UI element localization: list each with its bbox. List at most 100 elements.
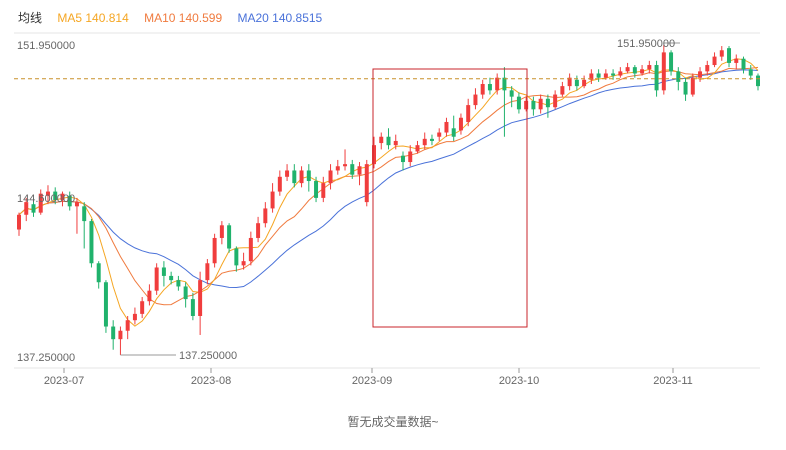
candle bbox=[198, 271, 203, 335]
candle bbox=[451, 115, 456, 141]
candle-body bbox=[574, 79, 579, 87]
candle bbox=[582, 75, 587, 89]
candle bbox=[553, 90, 558, 110]
candle-body bbox=[531, 100, 536, 110]
candle-body bbox=[321, 183, 326, 198]
candle-body bbox=[473, 94, 478, 106]
candle bbox=[45, 185, 50, 205]
candle-body bbox=[306, 170, 311, 182]
candle-body bbox=[589, 73, 594, 80]
candle-body bbox=[632, 67, 637, 74]
candle-body bbox=[212, 237, 217, 264]
candle bbox=[111, 320, 116, 350]
candle-body bbox=[647, 65, 652, 70]
legend-ma20[interactable]: MA20 140.8515 bbox=[237, 11, 323, 25]
candle-body bbox=[45, 191, 50, 196]
candle bbox=[343, 149, 348, 171]
candle bbox=[277, 170, 282, 196]
candle bbox=[444, 117, 449, 137]
candle-body bbox=[270, 191, 275, 209]
ma20-line bbox=[18, 69, 759, 289]
candle-body bbox=[451, 128, 456, 137]
candle-body bbox=[292, 170, 297, 184]
candle bbox=[103, 280, 108, 333]
candle-body bbox=[683, 81, 688, 95]
legend-title: 均线 bbox=[18, 11, 43, 25]
candle-body bbox=[169, 275, 174, 281]
candle bbox=[545, 94, 550, 118]
candle-body bbox=[89, 221, 94, 264]
candle bbox=[82, 202, 87, 249]
candle-body bbox=[364, 164, 369, 203]
candle bbox=[183, 282, 188, 308]
candle-body bbox=[379, 136, 384, 144]
candle bbox=[705, 60, 710, 76]
candle bbox=[741, 56, 746, 74]
candle-body bbox=[205, 263, 210, 281]
candle-body bbox=[328, 170, 333, 184]
x-axis: 2023-07 2023-08 2023-09 2023-10 2023-11 bbox=[44, 368, 693, 387]
candle-body bbox=[67, 195, 72, 207]
candle-body bbox=[719, 50, 724, 57]
candle bbox=[734, 54, 739, 70]
candle bbox=[125, 315, 130, 340]
candle bbox=[676, 67, 681, 91]
legend-ma10[interactable]: MA10 140.599 bbox=[144, 11, 223, 25]
candle-body bbox=[60, 193, 65, 200]
x-tick-label: 2023-07 bbox=[44, 375, 84, 387]
candle bbox=[212, 233, 217, 268]
candle bbox=[24, 197, 29, 222]
candle-body bbox=[437, 132, 442, 137]
candle-body bbox=[545, 98, 550, 108]
candle-body bbox=[640, 69, 645, 74]
candle bbox=[96, 261, 101, 289]
candle-body bbox=[661, 52, 666, 91]
candle-body bbox=[96, 263, 101, 283]
candle bbox=[589, 69, 594, 85]
candle-body bbox=[444, 121, 449, 133]
candle bbox=[241, 252, 246, 270]
candle-body bbox=[516, 96, 521, 110]
candle-body bbox=[386, 136, 391, 146]
candle-body bbox=[538, 98, 543, 110]
candle-body bbox=[53, 191, 58, 200]
candle-body bbox=[38, 193, 43, 213]
candle bbox=[487, 77, 492, 95]
candle-body bbox=[277, 176, 282, 192]
candle bbox=[314, 176, 319, 203]
candle-body bbox=[74, 202, 79, 207]
candle-body bbox=[712, 56, 717, 66]
candle bbox=[654, 60, 659, 97]
candle-body bbox=[466, 105, 471, 122]
candle bbox=[190, 292, 195, 321]
candle-body bbox=[343, 164, 348, 167]
candle-body bbox=[480, 84, 485, 95]
candle bbox=[205, 259, 210, 285]
candle bbox=[263, 202, 268, 228]
candle bbox=[690, 73, 695, 97]
candle bbox=[364, 159, 369, 207]
candle bbox=[89, 218, 94, 268]
high-annotation-label: 151.950000 bbox=[617, 38, 675, 50]
candle bbox=[560, 81, 565, 97]
candle-body bbox=[524, 100, 529, 110]
candle-body bbox=[190, 299, 195, 316]
legend-ma5[interactable]: MA5 140.814 bbox=[57, 11, 129, 25]
candle-body bbox=[509, 90, 514, 97]
candle bbox=[596, 69, 601, 82]
candle-body bbox=[176, 280, 181, 287]
candle bbox=[415, 140, 420, 154]
candle bbox=[256, 216, 261, 243]
candle bbox=[567, 73, 572, 91]
candle-body bbox=[669, 52, 674, 72]
candle bbox=[67, 191, 72, 211]
candle-body bbox=[111, 326, 116, 340]
candle-body bbox=[125, 320, 130, 331]
candle bbox=[531, 96, 536, 116]
ma10-line bbox=[18, 66, 759, 306]
candle bbox=[17, 212, 21, 236]
candle-body bbox=[219, 225, 224, 238]
candle bbox=[429, 134, 434, 146]
candle-body bbox=[422, 138, 427, 146]
